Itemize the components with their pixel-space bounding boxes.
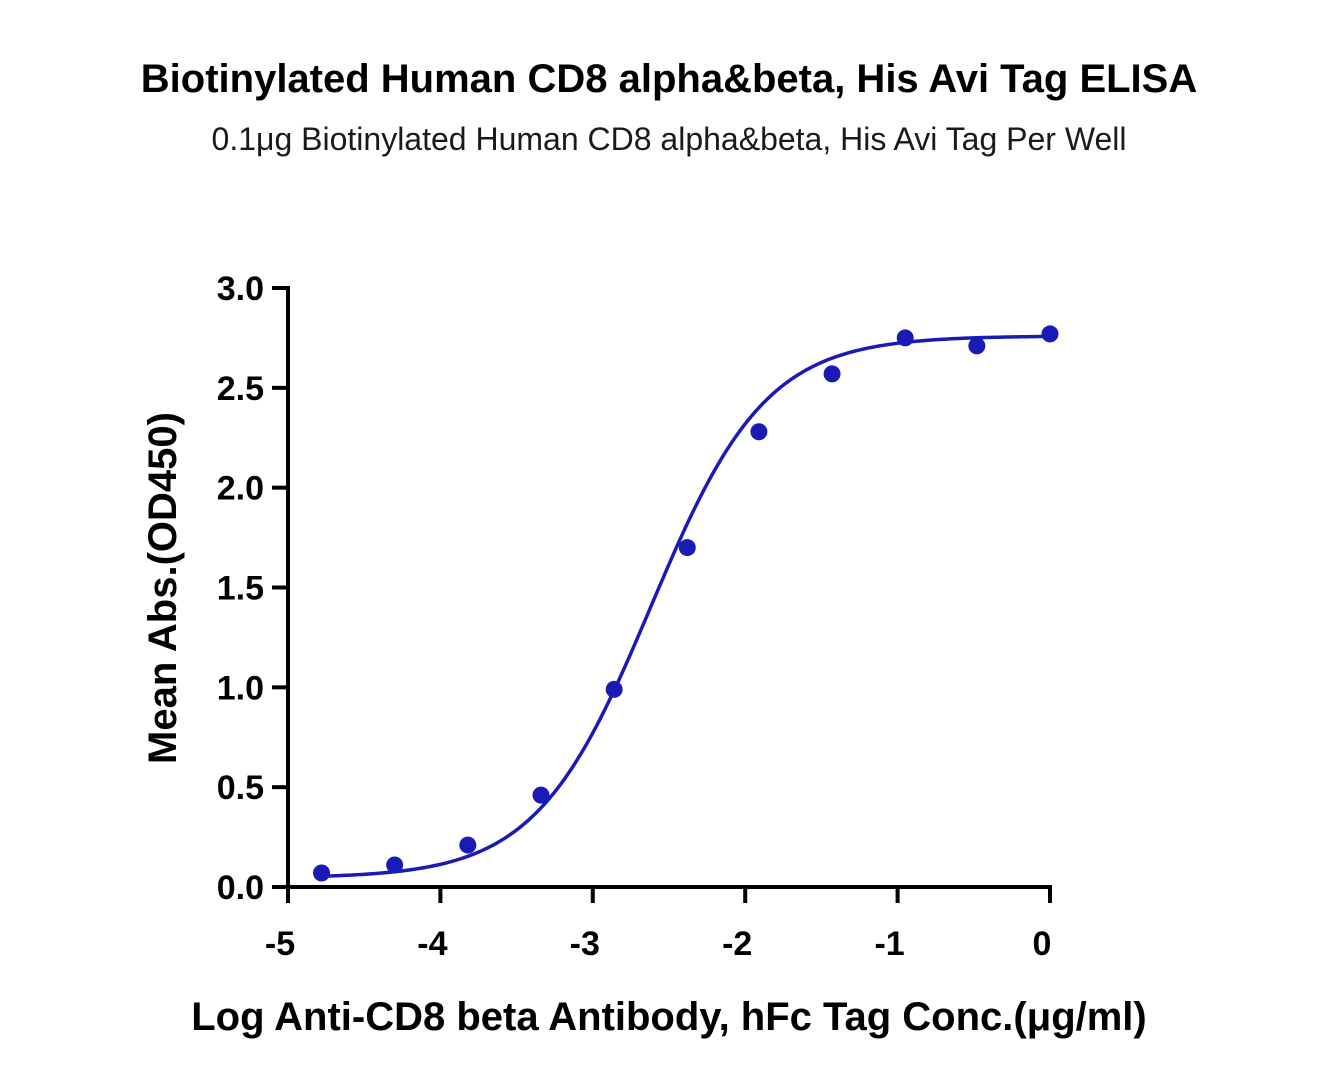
data-point — [896, 329, 914, 347]
data-point — [386, 856, 404, 874]
fit-curve-group — [321, 334, 1051, 878]
data-point — [532, 786, 550, 804]
chart-title: Biotinylated Human CD8 alpha&beta, His A… — [141, 57, 1197, 101]
y-tick-label: 1.0 — [217, 669, 264, 707]
y-tick-label: 0.0 — [217, 869, 264, 907]
fit-curve — [321, 334, 1051, 878]
x-tick-label: -1 — [874, 925, 904, 963]
data-point — [750, 423, 768, 441]
y-tick-label: 0.5 — [217, 769, 264, 807]
axes — [286, 286, 1052, 889]
y-tick-label: 1.5 — [217, 570, 264, 608]
tick-marks: 0.0 0.5 1.0 1.5 2.0 2.5 3.0 -5 -4 -3 -2 -1 0 — [217, 270, 1052, 963]
x-axis-label: Log Anti-CD8 beta Antibody, hFc Tag Conc… — [191, 995, 1147, 1039]
chart-subtitle: 0.1μg Biotinylated Human CD8 alpha&beta,… — [212, 121, 1127, 157]
data-point — [459, 836, 477, 854]
x-tick-label: -4 — [417, 925, 447, 963]
y-tick-label: 2.5 — [217, 370, 264, 408]
x-tick-label: 0 — [1033, 925, 1052, 963]
data-point — [968, 337, 986, 355]
y-axis-label: Mean Abs.(OD450) — [141, 412, 185, 764]
x-tick-label: -5 — [265, 925, 295, 963]
data-point — [313, 864, 331, 882]
data-point — [678, 539, 696, 557]
data-point — [823, 365, 841, 383]
y-tick-label: 3.0 — [217, 270, 264, 308]
data-points — [313, 325, 1059, 882]
x-tick-label: -2 — [722, 925, 752, 963]
data-point — [605, 680, 623, 698]
y-tick-label: 2.0 — [217, 470, 264, 508]
data-point — [1041, 325, 1059, 343]
x-tick-label: -3 — [570, 925, 600, 963]
